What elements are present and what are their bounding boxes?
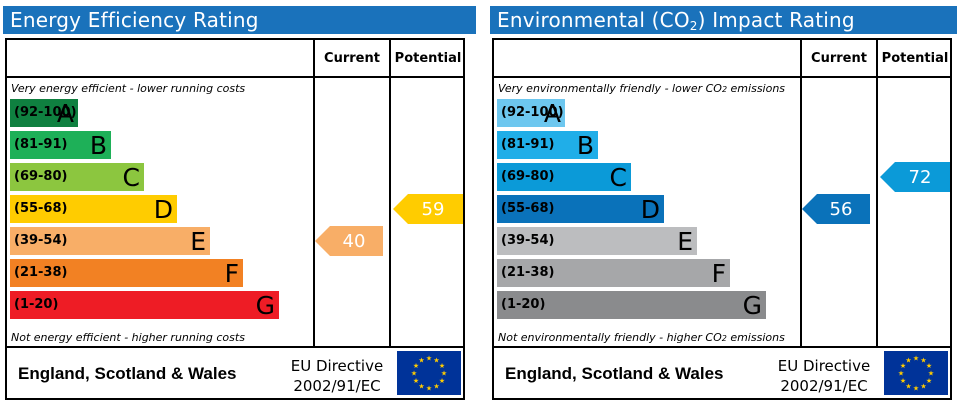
eu-flag-icon: ★ ★ ★ ★ ★ ★ ★ ★ ★ ★ ★ ★ <box>884 351 948 395</box>
band-range-label: (55-68) <box>14 201 68 216</box>
band-range-label: (92-100) <box>14 105 77 120</box>
eu-star-icon: ★ <box>926 362 932 370</box>
environmental-frame: Current Potential Very environmentally f… <box>492 38 952 400</box>
eu-star-icon: ★ <box>433 357 439 365</box>
band-letter-label: E <box>677 227 693 256</box>
directive-line-1: EU Directive <box>777 357 871 375</box>
eu-star-icon: ★ <box>913 355 919 363</box>
band-letter-label: F <box>711 259 726 288</box>
potential-header: Potential <box>881 51 949 66</box>
band-range-label: (21-38) <box>501 265 555 280</box>
eu-star-icon: ★ <box>418 357 424 365</box>
potential-rating-arrow: 59 <box>393 194 463 224</box>
directive-line-2: 2002/91/EC <box>780 377 868 395</box>
eu-star-icon: ★ <box>433 383 439 391</box>
band-letter-label: A <box>543 99 561 128</box>
eu-star-icon: ★ <box>920 383 926 391</box>
energy-frame: Current Potential Very energy efficient … <box>5 38 465 400</box>
band-range-label: (81-91) <box>501 137 555 152</box>
band-letter-label: C <box>609 163 627 192</box>
current-header: Current <box>811 51 867 66</box>
eu-star-icon: ★ <box>413 362 419 370</box>
band-range-label: (21-38) <box>14 265 68 280</box>
footer-region: England, Scotland & Wales <box>505 364 724 383</box>
bottom-caption: Not environmentally friendly - higher CO… <box>498 331 785 344</box>
band-range-label: (81-91) <box>14 137 68 152</box>
eu-flag-icon: ★ ★ ★ ★ ★ ★ ★ ★ ★ ★ ★ ★ <box>397 351 461 395</box>
band-range-label: (39-54) <box>14 233 68 248</box>
eu-star-icon: ★ <box>898 370 904 378</box>
potential-header: Potential <box>394 51 462 66</box>
band-letter-label: B <box>89 131 107 160</box>
band-letter-label: G <box>255 291 275 320</box>
eu-star-icon: ★ <box>441 370 447 378</box>
band-range-label: (92-100) <box>501 105 564 120</box>
band-a: (92-100) A <box>497 99 565 128</box>
eu-star-icon: ★ <box>905 357 911 365</box>
band-f: (21-38) F <box>497 259 730 288</box>
band-letter-label: G <box>742 291 762 320</box>
eu-star-icon: ★ <box>439 362 445 370</box>
eu-star-icon: ★ <box>426 355 432 363</box>
eu-star-icon: ★ <box>900 362 906 370</box>
band-c: (69-80) C <box>497 163 631 192</box>
band-range-label: (1-20) <box>14 297 59 312</box>
band-e: (39-54) E <box>497 227 697 256</box>
eu-directive: EU Directive 2002/91/EC <box>282 356 392 396</box>
band-range-label: (39-54) <box>501 233 555 248</box>
band-g: (1-20) G <box>497 291 766 320</box>
energy-efficiency-panel: Energy Efficiency Rating Current Potenti… <box>3 6 476 400</box>
band-e: (39-54) E <box>10 227 210 256</box>
band-range-label: (69-80) <box>501 169 555 184</box>
band-g: (1-20) G <box>10 291 279 320</box>
eu-star-icon: ★ <box>905 383 911 391</box>
energy-title: Energy Efficiency Rating <box>3 6 476 34</box>
eu-directive: EU Directive 2002/91/EC <box>769 356 879 396</box>
potential-rating-arrow: 72 <box>880 162 950 192</box>
current-rating-arrow: 56 <box>802 194 870 224</box>
band-range-label: (55-68) <box>501 201 555 216</box>
band-a: (92-100) A <box>10 99 78 128</box>
band-letter-label: D <box>153 195 173 224</box>
eu-star-icon: ★ <box>913 385 919 393</box>
band-range-label: (69-80) <box>14 169 68 184</box>
band-f: (21-38) F <box>10 259 243 288</box>
band-b: (81-91) B <box>497 131 598 160</box>
band-letter-label: C <box>122 163 140 192</box>
eu-star-icon: ★ <box>413 377 419 385</box>
current-header: Current <box>324 51 380 66</box>
band-d: (55-68) D <box>10 195 177 224</box>
current-rating-arrow: 40 <box>315 226 383 256</box>
eu-star-icon: ★ <box>900 377 906 385</box>
band-letter-label: A <box>56 99 74 128</box>
environmental-impact-panel: Environmental (CO2) Impact Rating Curren… <box>490 6 957 400</box>
band-range-label: (1-20) <box>501 297 546 312</box>
band-letter-label: E <box>190 227 206 256</box>
environmental-title: Environmental (CO2) Impact Rating <box>490 6 957 34</box>
band-b: (81-91) B <box>10 131 111 160</box>
top-caption: Very energy efficient - lower running co… <box>11 82 246 95</box>
band-letter-label: B <box>576 131 594 160</box>
footer-region: England, Scotland & Wales <box>18 364 237 383</box>
eu-star-icon: ★ <box>926 377 932 385</box>
eu-star-icon: ★ <box>418 383 424 391</box>
directive-line-2: 2002/91/EC <box>293 377 381 395</box>
eu-star-icon: ★ <box>928 370 934 378</box>
band-letter-label: D <box>640 195 660 224</box>
eu-star-icon: ★ <box>426 385 432 393</box>
eu-star-icon: ★ <box>439 377 445 385</box>
bottom-caption: Not energy efficient - higher running co… <box>11 331 245 344</box>
directive-line-1: EU Directive <box>290 357 384 375</box>
band-d: (55-68) D <box>497 195 664 224</box>
eu-star-icon: ★ <box>411 370 417 378</box>
band-letter-label: F <box>224 259 239 288</box>
band-c: (69-80) C <box>10 163 144 192</box>
eu-star-icon: ★ <box>920 357 926 365</box>
top-caption: Very environmentally friendly - lower CO… <box>498 82 786 95</box>
